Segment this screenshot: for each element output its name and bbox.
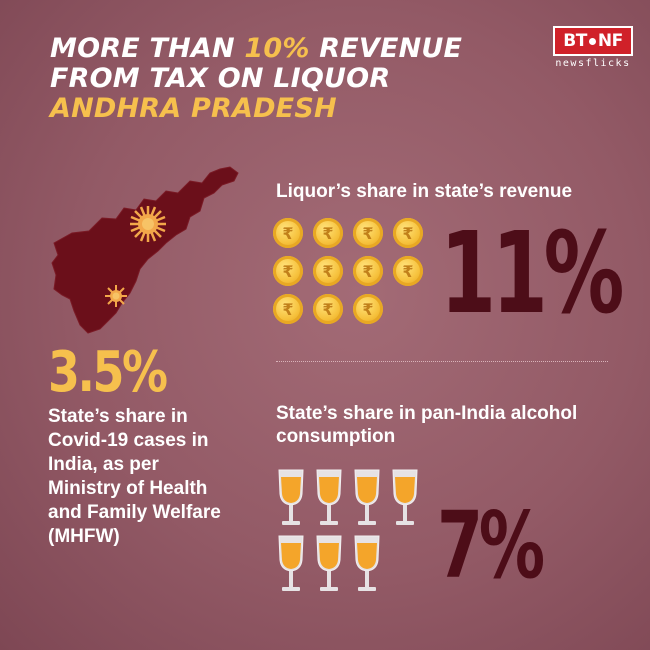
rupee-coin-icon: ₹: [273, 218, 303, 248]
virus-icon-small: [105, 285, 127, 307]
wine-glasses-group: [278, 469, 418, 591]
headline-highlight: 10%: [244, 33, 310, 64]
alcohol-section-title: State’s share in pan-India alcohol consu…: [276, 403, 578, 447]
headline-line2: FROM TAX ON LIQUOR: [50, 63, 391, 94]
headline-suffix: REVENUE: [309, 33, 463, 64]
revenue-share-value: 11%: [440, 209, 624, 339]
logo-box: BT NF: [553, 26, 633, 56]
rupee-coin-icon: ₹: [353, 256, 383, 286]
logo-left-text: BT: [563, 31, 587, 51]
wine-glass-icon: [278, 535, 304, 591]
virus-icon-large: [130, 206, 166, 242]
andhra-pradesh-map-icon: [51, 166, 239, 334]
revenue-section-title: Liquor’s share in state’s revenue: [276, 181, 573, 202]
headline-line1: MORE THAN 10% REVENUE: [50, 34, 462, 64]
logo-dot-icon: [588, 37, 596, 45]
rupee-coin-icon: ₹: [313, 218, 343, 248]
rupee-coin-icon: ₹: [393, 256, 423, 286]
wine-glass-icon: [354, 535, 380, 591]
rupee-coin-icon: ₹: [313, 294, 343, 324]
covid-share-value: 3.5%: [48, 340, 168, 405]
logo-subtitle: newsflicks: [555, 58, 631, 69]
wine-glass-icon: [278, 469, 304, 525]
covid-share-description: State’s share in Covid-19 cases in India…: [48, 406, 221, 547]
headline: MORE THAN 10% REVENUE FROM TAX ON LIQUOR…: [50, 34, 462, 124]
wine-glass-icon: [316, 469, 342, 525]
section-divider: [276, 361, 608, 362]
wine-glass-icon: [392, 469, 418, 525]
alcohol-share-value: 7%: [437, 492, 545, 599]
bt-newsflicks-logo: BT NF newsflicks: [553, 26, 633, 69]
rupee-coin-icon: ₹: [393, 218, 423, 248]
rupee-coin-icon: ₹: [313, 256, 343, 286]
headline-prefix: MORE THAN: [50, 33, 245, 64]
rupee-coin-icon: ₹: [353, 218, 383, 248]
wine-glass-icon: [354, 469, 380, 525]
rupee-coin-icon: ₹: [353, 294, 383, 324]
rupee-coin-icon: ₹: [273, 294, 303, 324]
map-shape: [51, 166, 239, 334]
logo-right-text: NF: [597, 31, 623, 51]
headline-line3: ANDHRA PRADESH: [50, 93, 337, 124]
wine-glass-icon: [316, 535, 342, 591]
rupee-coin-icon: ₹: [273, 256, 303, 286]
